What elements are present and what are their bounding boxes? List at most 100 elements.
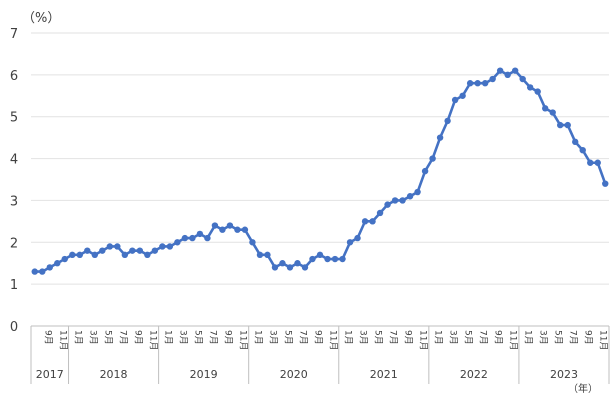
data-point	[444, 117, 451, 125]
x-month-tick-label: 11月	[508, 330, 519, 350]
x-month-tick-label: 3月	[267, 330, 278, 345]
data-point	[541, 105, 549, 112]
x-month-tick-label: 9月	[42, 330, 53, 345]
y-tick-label: 5	[10, 111, 18, 126]
data-point	[91, 251, 99, 259]
x-month-tick-label: 7月	[117, 330, 128, 345]
data-point	[594, 159, 601, 166]
x-month-tick-label: 11月	[418, 330, 429, 350]
x-month-tick-label: 3月	[448, 330, 459, 345]
x-month-tick-label: 5月	[463, 330, 474, 345]
data-point	[399, 197, 406, 204]
x-axis-unit-label: （年）	[568, 382, 598, 395]
data-point	[69, 251, 76, 259]
data-point	[144, 251, 151, 259]
data-point	[602, 180, 609, 187]
data-point	[361, 218, 369, 225]
x-month-tick-label: 7月	[207, 330, 218, 345]
x-month-tick-label: 7月	[388, 330, 399, 345]
data-point	[106, 243, 114, 250]
y-axis-ticks: 0 1 2 3 4 5 6 7	[10, 27, 18, 335]
data-point	[181, 234, 189, 242]
data-point	[331, 255, 339, 263]
data-point	[84, 247, 91, 254]
x-year-label: 2020	[280, 368, 308, 381]
data-point	[136, 247, 144, 254]
data-point	[219, 226, 226, 233]
data-point	[339, 255, 346, 263]
data-point	[271, 264, 279, 271]
data-point	[226, 222, 234, 229]
data-point	[279, 260, 286, 267]
data-point	[316, 251, 324, 259]
x-month-tick-label: 7月	[478, 330, 489, 345]
y-tick-label: 3	[10, 194, 18, 209]
data-point	[376, 209, 384, 217]
data-point	[519, 75, 526, 83]
x-year-label: 2019	[190, 368, 218, 381]
data-point	[436, 134, 444, 141]
x-month-tick-label: 9月	[583, 330, 594, 345]
x-year-label: 2017	[36, 368, 64, 381]
data-point	[474, 80, 481, 87]
x-month-tick-label: 1月	[343, 330, 354, 345]
y-tick-label: 6	[10, 69, 18, 84]
x-month-tick-label: 5月	[373, 330, 384, 345]
data-point	[31, 268, 38, 275]
data-point	[211, 222, 219, 229]
y-tick-label: 0	[10, 320, 18, 335]
x-month-tick-label: 7月	[568, 330, 579, 345]
x-year-label: 2018	[100, 368, 128, 381]
data-point	[579, 147, 586, 154]
data-point	[481, 80, 489, 87]
data-point	[249, 239, 256, 246]
data-point	[174, 239, 181, 246]
x-month-tick-label: 9月	[312, 330, 323, 345]
data-point	[286, 264, 294, 271]
data-point	[54, 260, 61, 267]
x-month-tick-label: 11月	[237, 330, 248, 350]
data-point	[46, 264, 53, 271]
data-point	[391, 197, 399, 204]
data-point	[99, 247, 106, 254]
data-point	[587, 159, 594, 166]
x-year-label: 2023	[550, 368, 578, 381]
x-month-tick-label: 3月	[538, 330, 549, 345]
x-month-tick-label: 9月	[132, 330, 143, 345]
x-month-tick-label: 5月	[192, 330, 203, 345]
x-month-tick-label: 11月	[598, 330, 609, 350]
x-month-tick-label: 11月	[147, 330, 158, 350]
data-point	[234, 226, 241, 233]
data-point	[166, 243, 174, 250]
x-axis: 9月 11月 1月 3月 5月 7月 9月 11月 1月 3月 5月 7月 9月 11月 1月 3月 5月 7月 9…	[30, 326, 610, 384]
x-month-tick-label: 9月	[222, 330, 233, 345]
data-point	[466, 80, 474, 87]
data-point	[451, 96, 459, 104]
series-points	[31, 67, 609, 275]
x-month-tick-label: 11月	[57, 330, 68, 350]
x-year-label: 2022	[460, 368, 488, 381]
x-month-tick-label: 9月	[493, 330, 504, 345]
data-point	[309, 255, 316, 263]
data-point	[369, 218, 376, 225]
y-tick-label: 1	[10, 278, 18, 293]
data-point	[489, 75, 496, 83]
data-point	[301, 264, 309, 271]
data-point	[294, 260, 301, 267]
x-month-tick-label: 5月	[282, 330, 293, 345]
x-month-tick-label: 3月	[358, 330, 369, 345]
y-axis-unit-label: （%）	[22, 11, 60, 26]
data-point	[511, 67, 519, 74]
data-point	[504, 71, 511, 79]
x-month-tick-label: 9月	[403, 330, 414, 345]
x-month-tick-label: 1月	[433, 330, 444, 345]
gridlines	[31, 32, 609, 327]
x-month-tick-label: 1月	[72, 330, 83, 345]
x-month-tick-label: 7月	[297, 330, 308, 345]
y-tick-label: 2	[10, 236, 18, 251]
x-month-tick-label: 11月	[328, 330, 339, 350]
x-month-tick-label: 1月	[162, 330, 173, 345]
data-point	[264, 251, 271, 259]
data-point	[196, 230, 204, 238]
